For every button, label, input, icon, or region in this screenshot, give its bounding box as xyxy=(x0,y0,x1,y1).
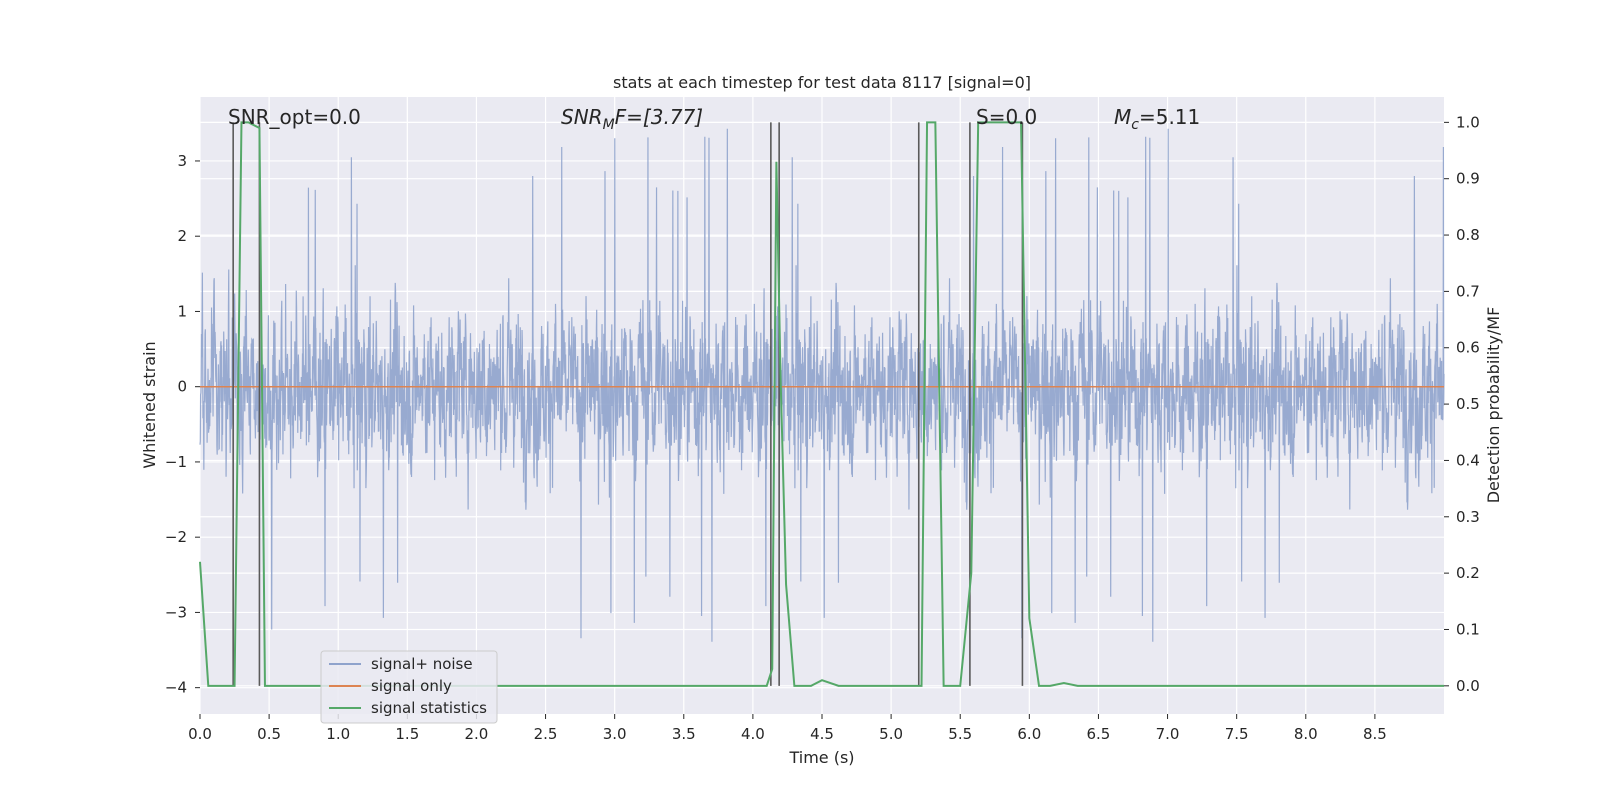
x-tick-label: 6.0 xyxy=(1017,725,1041,743)
mc-annotation: Mc=5.11 xyxy=(1114,105,1200,133)
x-tick-label: 5.5 xyxy=(948,725,972,743)
left-y-tick-label: 1 xyxy=(177,302,187,320)
left-y-tick-label: −1 xyxy=(165,453,187,471)
right-y-tick-label: 0.5 xyxy=(1456,395,1480,413)
mc-sub: c xyxy=(1131,117,1139,133)
x-tick-label: 3.5 xyxy=(672,725,696,743)
right-y-tick-label: 0.0 xyxy=(1456,677,1480,695)
left-y-tick-label: −3 xyxy=(165,603,187,621)
x-tick-label: 0.5 xyxy=(257,725,281,743)
legend: signal+ noise signal only signal statist… xyxy=(320,650,498,724)
right-y-tick-label: 1.0 xyxy=(1456,113,1480,131)
x-axis-ticks: 0.0 0.5 1.0 1.5 2.0 2.5 3.0 3.5 4.0 4.5 5.0 5.5 6.0 6… xyxy=(188,714,1387,743)
noise-line xyxy=(199,128,1445,642)
mc-suffix: =5.11 xyxy=(1139,105,1200,129)
x-axis-label: Time (s) xyxy=(788,748,854,767)
left-y-tick-label: −2 xyxy=(165,528,187,546)
right-y-tick-label: 0.9 xyxy=(1456,170,1480,188)
right-y-axis-ticks: 0.0 0.1 0.2 0.3 0.4 0.5 0.6 0.7 0.8 0.9 1.0 xyxy=(1444,113,1480,695)
left-y-tick-label: 3 xyxy=(177,152,187,170)
snr-mf-suffix: F=[3.77] xyxy=(615,105,703,129)
snr-opt-annotation: SNR_opt=0.0 xyxy=(228,105,361,129)
x-tick-label: 1.5 xyxy=(395,725,419,743)
x-tick-label: 1.0 xyxy=(326,725,350,743)
right-y-tick-label: 0.7 xyxy=(1456,282,1480,300)
snr-mf-sub: M xyxy=(603,117,615,133)
left-y-tick-label: 0 xyxy=(177,378,187,396)
legend-box xyxy=(320,650,498,724)
right-y-tick-label: 0.8 xyxy=(1456,226,1480,244)
x-tick-label: 0.0 xyxy=(188,725,212,743)
x-tick-label: 4.5 xyxy=(810,725,834,743)
x-tick-label: 2.0 xyxy=(465,725,489,743)
x-tick-label: 3.0 xyxy=(603,725,627,743)
x-tick-label: 5.0 xyxy=(879,725,903,743)
legend-label-noise: signal+ noise xyxy=(371,655,473,673)
x-tick-label: 7.5 xyxy=(1225,725,1249,743)
signal-statistics-line xyxy=(199,121,1444,687)
right-y-tick-label: 0.3 xyxy=(1456,508,1480,526)
left-y-tick-label: 2 xyxy=(177,227,187,245)
x-tick-label: 8.0 xyxy=(1294,725,1318,743)
left-y-axis-ticks: −4 −3 −2 −1 0 1 2 3 xyxy=(165,152,200,697)
snr-mf-annotation: SNRMF=[3.77] xyxy=(561,105,703,133)
mc-prefix: M xyxy=(1114,105,1131,129)
right-y-tick-label: 0.2 xyxy=(1456,564,1480,582)
x-tick-label: 8.5 xyxy=(1363,725,1387,743)
snr-mf-prefix: SNR xyxy=(561,105,603,129)
legend-label-signal-only: signal only xyxy=(371,677,452,695)
right-y-axis-label: Detection probability/MF xyxy=(1484,307,1503,504)
x-tick-label: 4.0 xyxy=(741,725,765,743)
x-tick-label: 2.5 xyxy=(534,725,558,743)
right-y-tick-label: 0.1 xyxy=(1456,620,1480,638)
right-y-tick-label: 0.4 xyxy=(1456,451,1480,469)
right-y-tick-label: 0.6 xyxy=(1456,339,1480,357)
chart-title: stats at each timestep for test data 811… xyxy=(613,73,1031,92)
legend-label-statistics: signal statistics xyxy=(371,699,487,717)
s-annotation: S=0.0 xyxy=(976,105,1037,129)
left-y-axis-label: Whitened strain xyxy=(140,341,159,468)
left-y-tick-label: −4 xyxy=(165,679,187,697)
signal-noise-trace xyxy=(199,128,1445,642)
x-tick-label: 6.5 xyxy=(1087,725,1111,743)
x-tick-label: 7.0 xyxy=(1156,725,1180,743)
